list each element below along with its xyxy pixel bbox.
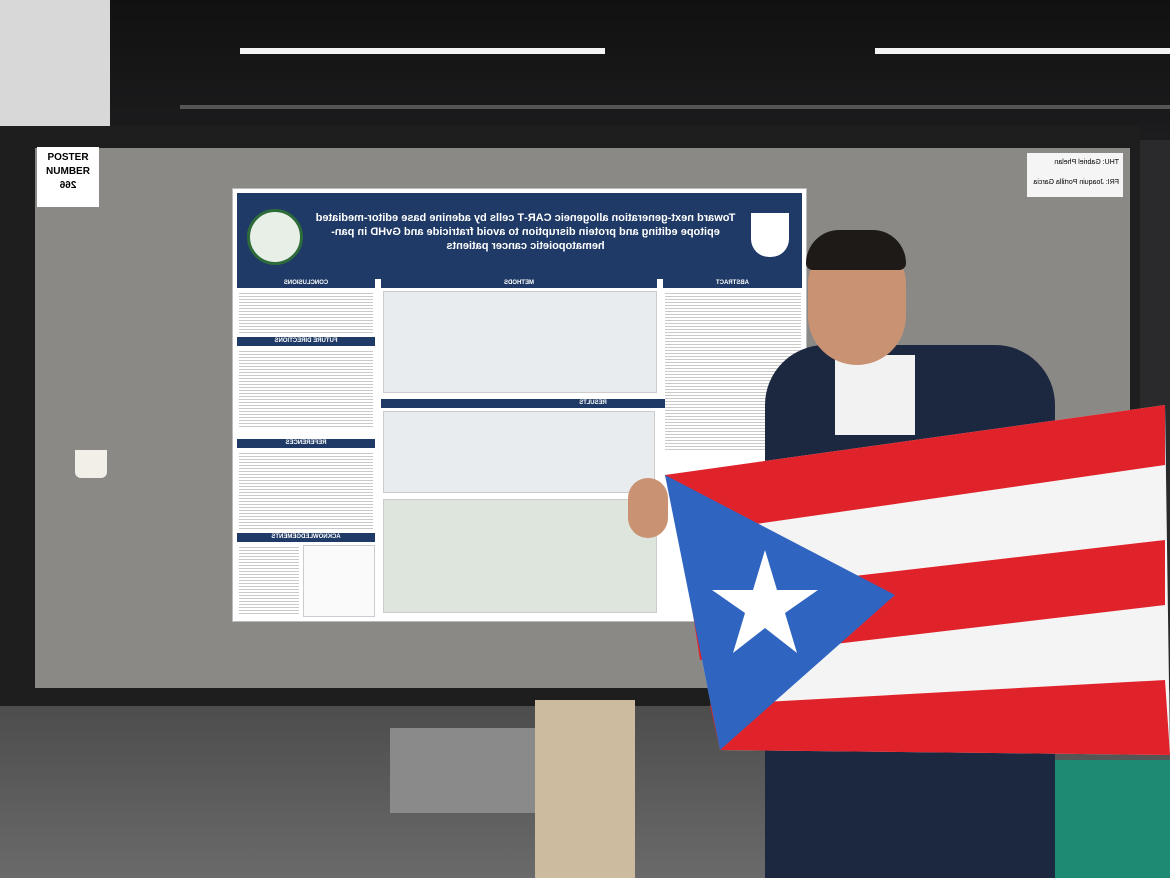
sign-number: 266 [59, 180, 77, 191]
poster-title: Toward next-generation allogeneic CAR-T … [315, 212, 736, 252]
floor-grate [390, 728, 540, 813]
hand [628, 478, 668, 538]
light [240, 48, 605, 54]
poster-sign: POSTER NUMBER 266 [37, 147, 99, 207]
figure [383, 291, 657, 393]
text-block [239, 349, 373, 429]
hair [806, 230, 906, 270]
logo [247, 209, 303, 265]
figure [383, 411, 655, 493]
logo [751, 213, 789, 257]
wall [0, 0, 110, 130]
ceiling [0, 0, 1170, 140]
text-block [239, 451, 373, 531]
name-card: THU: Gabriel Phelan FRI: Joaquin Portill… [1027, 153, 1123, 197]
section-heading: ACKNOWLEDGEMENTS [237, 533, 375, 542]
cup [75, 450, 107, 478]
name-line: THU: Gabriel Phelan [1054, 159, 1119, 166]
section-heading: ABSTRACT [663, 279, 802, 288]
poster-header [237, 193, 802, 279]
sign-text: POSTER [47, 152, 89, 163]
flag-star [712, 550, 818, 653]
text-block [239, 291, 373, 335]
section-heading: REFERENCES [237, 439, 375, 448]
section-heading: METHODS [381, 279, 657, 288]
flag [665, 405, 1170, 755]
light [875, 48, 1170, 54]
section-heading: CONCLUSIONS [237, 279, 375, 288]
flag-stripe [710, 680, 1170, 755]
figure [383, 499, 657, 613]
sponsor-logos [303, 545, 375, 617]
sign-text: NUMBER [46, 166, 90, 177]
flag-stripe [665, 405, 1165, 535]
section-heading: FUTURE DIRECTIONS [237, 337, 375, 346]
person-legs [535, 700, 635, 878]
name-line: FRI: Joaquin Portilla Garcia [1033, 179, 1119, 186]
text-block [239, 545, 299, 615]
truss [180, 105, 1170, 109]
shirt [835, 355, 915, 435]
